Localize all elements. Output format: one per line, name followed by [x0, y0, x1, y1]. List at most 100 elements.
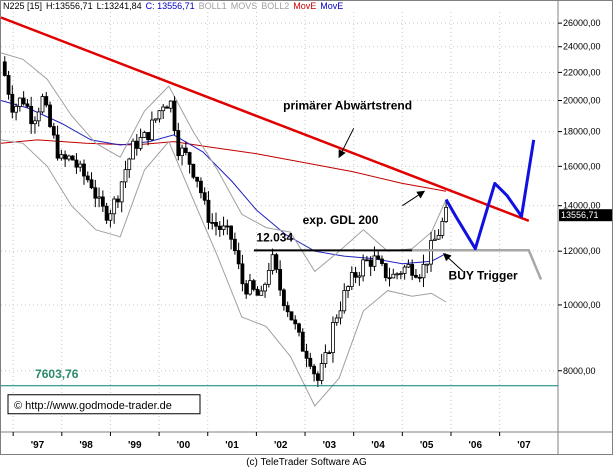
- y-tick-label: 12000,00: [563, 246, 601, 256]
- last-value-box: [559, 209, 612, 222]
- candle-body: [248, 280, 252, 295]
- candle-body: [108, 213, 113, 221]
- x-tick-label: '06: [469, 440, 483, 451]
- candle-body: [157, 110, 162, 120]
- candle-body: [51, 126, 56, 136]
- y-tick-label: 14000,00: [563, 201, 601, 211]
- downtrend-line: [0, 16, 530, 223]
- candle-body: [300, 331, 305, 352]
- candle-body: [297, 323, 301, 333]
- header-low: L:13241,84: [96, 1, 142, 11]
- header-movs: MOVS: [230, 1, 258, 11]
- candle-body: [364, 259, 369, 262]
- annotation-buy-arrow: [442, 252, 464, 272]
- candle-body: [127, 158, 132, 171]
- annotation-buy: BUY Trigger: [449, 269, 518, 283]
- candle-body: [104, 205, 109, 221]
- candle-body: [353, 272, 358, 278]
- candle-body: [206, 199, 211, 223]
- candle-body: [134, 140, 139, 149]
- candle-body: [361, 259, 366, 277]
- candle-body: [414, 274, 418, 278]
- candle-body: [315, 373, 320, 381]
- forecast-grey-path: [412, 249, 543, 280]
- annotation-level: 12.034: [256, 231, 293, 245]
- candle-body: [214, 222, 218, 227]
- y-tick-label: 16000,00: [563, 161, 601, 171]
- annotation-gdl: exp. GDL 200: [303, 213, 379, 227]
- x-tick-label: '00: [177, 440, 191, 451]
- candle-body: [285, 305, 290, 313]
- candle-body: [89, 179, 94, 189]
- candle-body: [66, 155, 71, 160]
- candle-body: [402, 266, 407, 274]
- candle-body: [304, 350, 309, 359]
- y-tick-label: 18000,00: [563, 127, 601, 137]
- moving-average-line: [0, 100, 447, 265]
- candle-body: [240, 263, 245, 285]
- chart-header: N225 [15] H:13556,71 L:13241,84 C: 13556,71…: [3, 1, 347, 12]
- candle-body: [255, 288, 260, 296]
- source-box: [7, 394, 201, 415]
- x-tick-label: '97: [31, 440, 45, 451]
- header-move-red: MovE: [293, 1, 317, 11]
- candle-body: [368, 259, 373, 267]
- candle-body: [266, 270, 271, 285]
- candle-body: [323, 352, 328, 364]
- annotation-trend-arrow: [338, 128, 355, 159]
- candle-body: [142, 132, 147, 138]
- candle-body: [191, 163, 196, 178]
- candle-body: [372, 255, 377, 267]
- candle-body: [210, 222, 215, 224]
- x-tick-label: '01: [225, 440, 239, 451]
- candle-body: [161, 106, 166, 112]
- candle-body: [398, 273, 403, 275]
- candle-body: [33, 120, 37, 125]
- candle-body: [376, 255, 381, 260]
- candle-body: [14, 106, 18, 113]
- candle-body: [183, 147, 188, 153]
- candle-body: [44, 96, 49, 106]
- candle-body: [436, 234, 441, 240]
- annotation-gdl-arrow: [402, 190, 426, 207]
- candle-body: [119, 181, 124, 203]
- source-label: © http://www.godmode-trader.de: [14, 400, 172, 412]
- x-tick-label: '05: [420, 440, 434, 451]
- candle-body: [391, 273, 396, 279]
- candle-body: [410, 264, 415, 276]
- candle-body: [387, 277, 392, 280]
- candle-body: [217, 225, 222, 230]
- annotation-trend: primärer Abwärtstrend: [283, 98, 412, 112]
- header-close: C: 13556,71: [145, 1, 195, 11]
- candle-body: [244, 283, 249, 295]
- header-boll1: BOLL1: [198, 1, 227, 11]
- candle-body: [100, 196, 105, 207]
- candle-body: [225, 225, 230, 228]
- candle-body: [421, 263, 426, 279]
- candle-body: [168, 100, 173, 109]
- candle-body: [346, 286, 350, 291]
- candle-body: [176, 130, 181, 157]
- y-tick-label: 22000,00: [563, 67, 601, 77]
- candle-body: [10, 93, 15, 113]
- candle-body: [74, 159, 79, 168]
- x-tick-label: '07: [517, 440, 531, 451]
- header-high: H:13556,71: [46, 1, 93, 11]
- candle-body: [40, 96, 45, 113]
- candle-body: [195, 176, 200, 182]
- candle-body: [48, 104, 52, 127]
- candle-body: [274, 254, 279, 270]
- candle-body: [165, 106, 169, 109]
- chart: 8000,00 10000,00 12000,00 14000,00 16000,00 1…: [0, 0, 613, 454]
- candle-body: [357, 275, 362, 278]
- candle-body: [312, 365, 316, 375]
- candle-body: [331, 322, 335, 354]
- candle-body: [55, 134, 60, 159]
- annotation-low: 7603,76: [35, 367, 79, 381]
- candle-body: [444, 206, 449, 222]
- x-tick-label: '98: [79, 440, 93, 451]
- candle-body: [259, 290, 264, 296]
- candle-body: [308, 357, 313, 367]
- candle-body: [21, 97, 26, 105]
- candle-body: [82, 163, 86, 177]
